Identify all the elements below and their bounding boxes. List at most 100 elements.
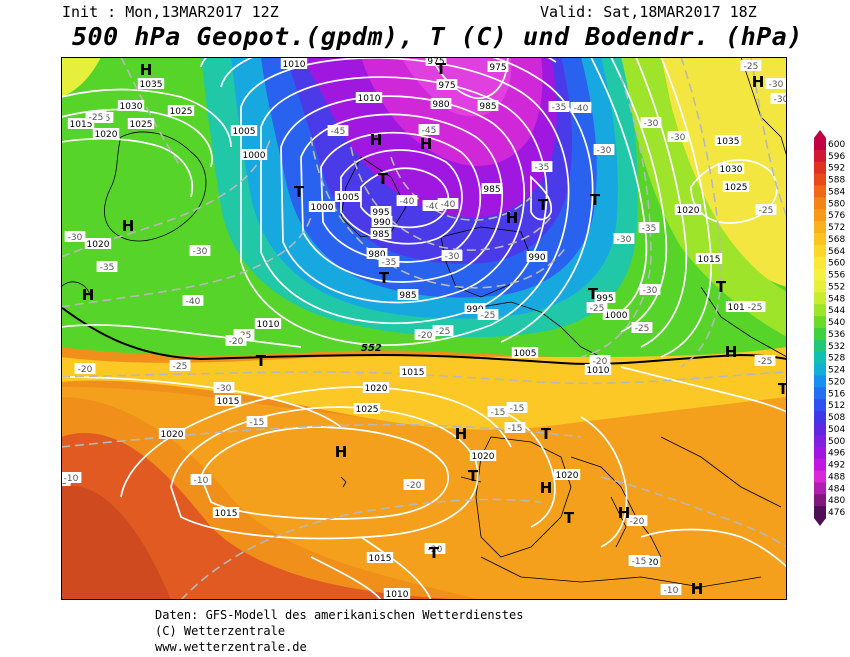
svg-text:-20: -20 bbox=[78, 365, 93, 375]
temperature-label: -25 bbox=[586, 302, 608, 314]
pressure-center: H bbox=[540, 479, 553, 497]
pressure-label: 1030 bbox=[717, 163, 745, 175]
pressure-center: H bbox=[82, 286, 95, 304]
svg-text:1000: 1000 bbox=[311, 203, 334, 213]
svg-text:980: 980 bbox=[432, 100, 449, 110]
colorbar-label: 584 bbox=[828, 187, 845, 197]
colorbar-label: 492 bbox=[828, 461, 845, 471]
temperature-label: -25 bbox=[740, 60, 762, 72]
colorbar-swatch bbox=[814, 494, 826, 507]
svg-text:1020: 1020 bbox=[161, 430, 184, 440]
pressure-label: 1000 bbox=[240, 149, 268, 161]
chart-title: 500 hPa Geopot.(gpdm), T (C) und Bodendr… bbox=[72, 22, 803, 51]
svg-text:980: 980 bbox=[368, 250, 385, 260]
colorbar-label: 504 bbox=[828, 425, 845, 435]
temperature-label: -30 bbox=[213, 382, 235, 394]
svg-text:-25: -25 bbox=[744, 62, 759, 72]
svg-text:1020: 1020 bbox=[677, 206, 700, 216]
pressure-label: 1020 bbox=[84, 238, 112, 250]
colorbar-swatch bbox=[814, 292, 826, 305]
pressure-label: 1020 bbox=[553, 469, 581, 481]
temperature-label: -15 bbox=[506, 402, 528, 414]
svg-text:1025: 1025 bbox=[356, 405, 379, 415]
svg-text:1030: 1030 bbox=[720, 165, 743, 175]
pressure-center: H bbox=[725, 343, 738, 361]
svg-text:1010: 1010 bbox=[257, 320, 280, 330]
temperature-label: -45 bbox=[327, 125, 349, 137]
svg-text:1015: 1015 bbox=[369, 554, 392, 564]
svg-text:975: 975 bbox=[438, 81, 455, 91]
colorbar-label: 596 bbox=[828, 152, 845, 162]
svg-text:975: 975 bbox=[489, 63, 506, 73]
svg-text:-15: -15 bbox=[250, 418, 265, 428]
pressure-center: T bbox=[436, 60, 447, 78]
pressure-label: 975 bbox=[487, 61, 509, 73]
pressure-label: 1000 bbox=[602, 309, 630, 321]
svg-text:-15: -15 bbox=[491, 408, 506, 418]
temperature-label: -15 bbox=[246, 416, 268, 428]
svg-text:-40: -40 bbox=[426, 202, 441, 212]
svg-text:985: 985 bbox=[479, 102, 496, 112]
svg-text:1005: 1005 bbox=[337, 193, 360, 203]
pressure-label: 980 bbox=[430, 98, 452, 110]
geopotential-field-yellow-nw bbox=[61, 57, 101, 97]
svg-text:-35: -35 bbox=[382, 258, 397, 268]
temperature-label: -30 bbox=[765, 78, 787, 90]
svg-text:-15: -15 bbox=[508, 424, 523, 434]
svg-text:995: 995 bbox=[372, 208, 389, 218]
svg-text:1020: 1020 bbox=[365, 384, 388, 394]
colorbar-swatch bbox=[814, 304, 826, 317]
pressure-center: H bbox=[618, 504, 631, 522]
temperature-label: -30 bbox=[640, 117, 662, 129]
svg-text:1025: 1025 bbox=[130, 120, 153, 130]
colorbar-label: 508 bbox=[828, 413, 845, 423]
pressure-center: T bbox=[256, 352, 267, 370]
svg-text:-15: -15 bbox=[632, 557, 647, 567]
svg-text:-40: -40 bbox=[400, 197, 415, 207]
svg-text:-25: -25 bbox=[173, 362, 188, 372]
temperature-label: -10 bbox=[190, 474, 212, 486]
pressure-center: T bbox=[378, 170, 389, 188]
geopotential-contour-552 bbox=[61, 306, 787, 365]
colorbar-label: 484 bbox=[828, 484, 845, 494]
temperature-label: -35 bbox=[548, 101, 570, 113]
colorbar-bottom-arrow bbox=[814, 518, 826, 526]
pressure-center: H bbox=[140, 61, 153, 79]
colorbar-swatch bbox=[814, 387, 826, 400]
pressure-label: 985 bbox=[370, 228, 392, 240]
pressure-label: 1005 bbox=[334, 191, 362, 203]
colorbar-label: 532 bbox=[828, 342, 845, 352]
pressure-center: T bbox=[588, 285, 599, 303]
pressure-label: 1015 bbox=[214, 395, 242, 407]
temperature-label: -20 bbox=[403, 479, 425, 491]
svg-text:-40: -40 bbox=[574, 104, 589, 114]
svg-text:-25: -25 bbox=[748, 303, 763, 313]
svg-text:985: 985 bbox=[372, 230, 389, 240]
colorbar-label: 592 bbox=[828, 164, 845, 174]
svg-text:-15: -15 bbox=[510, 404, 525, 414]
pressure-label: 1015 bbox=[399, 366, 427, 378]
svg-text:1015: 1015 bbox=[698, 255, 721, 265]
temperature-label: -30 bbox=[639, 284, 661, 296]
geopotential-label: 552 bbox=[361, 343, 382, 354]
temperature-label: -20 bbox=[414, 329, 436, 341]
svg-text:-25: -25 bbox=[436, 327, 451, 337]
svg-text:-30: -30 bbox=[617, 235, 632, 245]
temperature-lines bbox=[61, 57, 787, 600]
svg-text:-30: -30 bbox=[68, 233, 83, 243]
temperature-label: -40 bbox=[396, 195, 418, 207]
pressure-center: H bbox=[691, 580, 704, 598]
svg-text:995: 995 bbox=[596, 294, 613, 304]
colorbar-swatch bbox=[814, 316, 826, 329]
svg-text:-25: -25 bbox=[89, 113, 104, 123]
pressure-label: 1015 bbox=[67, 118, 95, 130]
colorbar-swatch bbox=[814, 411, 826, 424]
pressure-label: 980 bbox=[366, 248, 388, 260]
colorbar-swatch bbox=[814, 221, 826, 234]
svg-text:-30: -30 bbox=[217, 384, 232, 394]
pressure-label: 1010 bbox=[383, 588, 411, 600]
colorbar-swatch bbox=[814, 351, 826, 365]
colorbar-swatch bbox=[814, 446, 826, 460]
colorbar-label: 580 bbox=[828, 199, 845, 209]
svg-text:-30: -30 bbox=[445, 252, 460, 262]
